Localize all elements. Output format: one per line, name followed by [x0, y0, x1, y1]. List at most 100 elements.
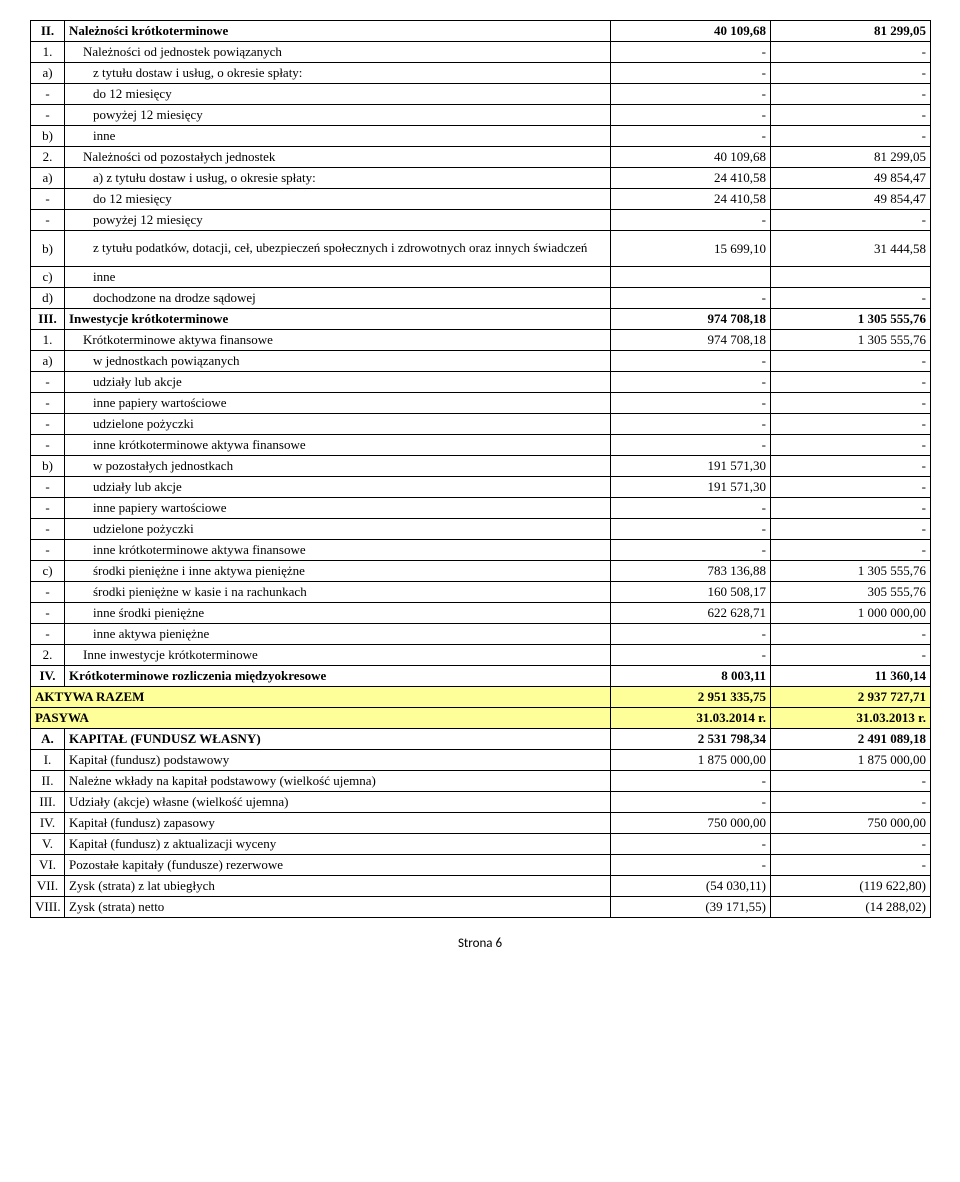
- row-value-2: -: [771, 456, 931, 477]
- row-number: c): [31, 561, 65, 582]
- row-value-1: -: [611, 372, 771, 393]
- row-number: -: [31, 393, 65, 414]
- row-value-2: 1 305 555,76: [771, 330, 931, 351]
- row-label: Zysk (strata) z lat ubiegłych: [65, 876, 611, 897]
- row-number: 1.: [31, 42, 65, 63]
- row-number: V.: [31, 834, 65, 855]
- row-number: -: [31, 519, 65, 540]
- row-number: III.: [31, 792, 65, 813]
- row-number: b): [31, 231, 65, 267]
- row-label: a) z tytułu dostaw i usług, o okresie sp…: [65, 168, 611, 189]
- row-label: KAPITAŁ (FUNDUSZ WŁASNY): [65, 729, 611, 750]
- row-number: c): [31, 267, 65, 288]
- row-label: z tytułu dostaw i usług, o okresie spłat…: [65, 63, 611, 84]
- row-value-1: 622 628,71: [611, 603, 771, 624]
- row-value-2: -: [771, 645, 931, 666]
- row-value-2: (119 622,80): [771, 876, 931, 897]
- table-row: -do 12 miesięcy24 410,5849 854,47: [31, 189, 931, 210]
- row-number: 2.: [31, 147, 65, 168]
- row-label: z tytułu podatków, dotacji, ceł, ubezpie…: [65, 231, 611, 267]
- row-value-2: -: [771, 540, 931, 561]
- row-label: Kapitał (fundusz) zapasowy: [65, 813, 611, 834]
- row-number: 2.: [31, 645, 65, 666]
- row-label: Kapitał (fundusz) z aktualizacji wyceny: [65, 834, 611, 855]
- row-number: -: [31, 498, 65, 519]
- row-number: a): [31, 168, 65, 189]
- table-row: -powyżej 12 miesięcy--: [31, 210, 931, 231]
- table-row: 2.Należności od pozostałych jednostek40 …: [31, 147, 931, 168]
- table-row: 2.Inne inwestycje krótkoterminowe--: [31, 645, 931, 666]
- table-row: -udzielone pożyczki--: [31, 414, 931, 435]
- row-label: udziały lub akcje: [65, 372, 611, 393]
- table-row: -środki pieniężne w kasie i na rachunkac…: [31, 582, 931, 603]
- row-value-2: -: [771, 126, 931, 147]
- row-number: 1.: [31, 330, 65, 351]
- table-row: -inne papiery wartościowe--: [31, 498, 931, 519]
- row-label: inne papiery wartościowe: [65, 393, 611, 414]
- row-value-1: 40 109,68: [611, 21, 771, 42]
- row-number: A.: [31, 729, 65, 750]
- table-row: VII.Zysk (strata) z lat ubiegłych(54 030…: [31, 876, 931, 897]
- table-row: II.Należności krótkoterminowe40 109,6881…: [31, 21, 931, 42]
- row-value-2: -: [771, 351, 931, 372]
- table-row: A.KAPITAŁ (FUNDUSZ WŁASNY)2 531 798,342 …: [31, 729, 931, 750]
- row-value-1: -: [611, 435, 771, 456]
- row-number: d): [31, 288, 65, 309]
- row-value-2: 2 491 089,18: [771, 729, 931, 750]
- row-label: inne aktywa pieniężne: [65, 624, 611, 645]
- row-value-1: 40 109,68: [611, 147, 771, 168]
- row-value-2: -: [771, 84, 931, 105]
- row-number: b): [31, 126, 65, 147]
- row-value-2: -: [771, 624, 931, 645]
- row-value-2: -: [771, 435, 931, 456]
- row-value-1: 191 571,30: [611, 477, 771, 498]
- row-value-1: 974 708,18: [611, 309, 771, 330]
- table-row: a)w jednostkach powiązanych--: [31, 351, 931, 372]
- row-label: w pozostałych jednostkach: [65, 456, 611, 477]
- row-label: inne papiery wartościowe: [65, 498, 611, 519]
- row-value-2: 2 937 727,71: [771, 687, 931, 708]
- row-value-1: 750 000,00: [611, 813, 771, 834]
- table-row: -inne krótkoterminowe aktywa finansowe--: [31, 540, 931, 561]
- table-row: -powyżej 12 miesięcy--: [31, 105, 931, 126]
- row-value-2: -: [771, 477, 931, 498]
- row-number: I.: [31, 750, 65, 771]
- row-label: Inwestycje krótkoterminowe: [65, 309, 611, 330]
- row-value-2: -: [771, 63, 931, 84]
- row-value-2: 11 360,14: [771, 666, 931, 687]
- row-number: a): [31, 63, 65, 84]
- row-value-1: -: [611, 351, 771, 372]
- table-row: -inne papiery wartościowe--: [31, 393, 931, 414]
- row-value-1: 2 951 335,75: [611, 687, 771, 708]
- table-row: d)dochodzone na drodze sądowej--: [31, 288, 931, 309]
- row-number: IV.: [31, 813, 65, 834]
- row-value-2: 1 000 000,00: [771, 603, 931, 624]
- row-value-2: -: [771, 393, 931, 414]
- row-number: II.: [31, 771, 65, 792]
- row-value-1: -: [611, 855, 771, 876]
- row-value-1: 24 410,58: [611, 189, 771, 210]
- row-label: Zysk (strata) netto: [65, 897, 611, 918]
- row-number: -: [31, 582, 65, 603]
- balance-sheet-table: II.Należności krótkoterminowe40 109,6881…: [30, 20, 931, 918]
- row-value-1: -: [611, 498, 771, 519]
- row-value-1: -: [611, 792, 771, 813]
- table-row: -udziały lub akcje--: [31, 372, 931, 393]
- table-row: V.Kapitał (fundusz) z aktualizacji wycen…: [31, 834, 931, 855]
- table-row: AKTYWA RAZEM2 951 335,752 937 727,71: [31, 687, 931, 708]
- row-number: II.: [31, 21, 65, 42]
- row-label: inne krótkoterminowe aktywa finansowe: [65, 435, 611, 456]
- page-footer: Strona 6: [30, 936, 930, 951]
- table-row: -udzielone pożyczki--: [31, 519, 931, 540]
- row-label: inne krótkoterminowe aktywa finansowe: [65, 540, 611, 561]
- row-label: Należne wkłady na kapitał podstawowy (wi…: [65, 771, 611, 792]
- row-value-2: -: [771, 42, 931, 63]
- row-number: VI.: [31, 855, 65, 876]
- row-label: udzielone pożyczki: [65, 414, 611, 435]
- row-number: -: [31, 540, 65, 561]
- table-row: b)inne--: [31, 126, 931, 147]
- row-value-2: -: [771, 519, 931, 540]
- table-row: VI.Pozostałe kapitały (fundusze) rezerwo…: [31, 855, 931, 876]
- row-number: -: [31, 624, 65, 645]
- row-label: Kapitał (fundusz) podstawowy: [65, 750, 611, 771]
